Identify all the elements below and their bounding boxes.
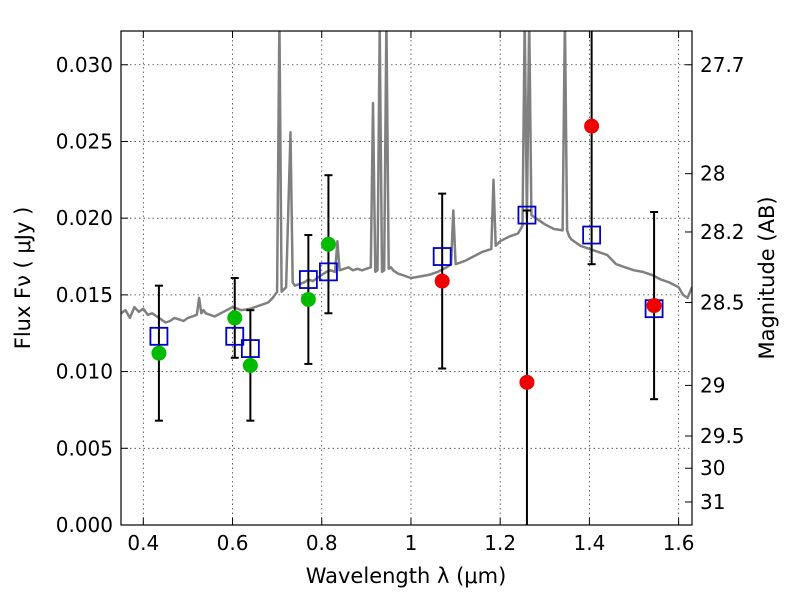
x-tick-label: 0.8	[306, 531, 338, 555]
y-tick-label: 0.000	[56, 513, 113, 537]
observed-circle-marker	[519, 374, 535, 390]
template-spectrum-line	[121, 31, 692, 324]
y-tick-label: 0.010	[56, 360, 113, 384]
observed-circle-marker	[300, 291, 316, 307]
model-square-marker	[240, 339, 260, 358]
x-tick-label: 0.4	[127, 531, 159, 555]
plot-frame	[120, 30, 693, 526]
right-tick-label: 29.5	[700, 424, 745, 448]
model-square-marker	[582, 225, 602, 245]
data-markers	[149, 118, 664, 390]
right-tick-label: 31	[700, 490, 725, 514]
model-square-marker	[149, 326, 169, 346]
template-spectrum	[121, 31, 692, 324]
observed-circle-marker	[434, 273, 450, 289]
right-axis-ticks: 27.7 28 28.2 28.5 29 29.5 30 31	[685, 53, 745, 514]
model-square-marker	[432, 247, 452, 266]
right-tick-label: 30	[700, 456, 725, 480]
x-axis-ticks: 0.4 0.6 0.8 1 1.2 1.4 1.6	[127, 31, 695, 555]
x-tick-label: 1.2	[484, 531, 516, 555]
model-square-marker	[298, 270, 318, 289]
y-tick-label: 0.020	[56, 206, 113, 230]
right-tick-label: 28	[700, 162, 725, 186]
y-tick-label: 0.030	[56, 53, 113, 77]
right-tick-label: 28.2	[700, 220, 745, 244]
y-tick-label: 0.005	[56, 436, 113, 460]
model-square-marker	[319, 262, 338, 282]
observed-circle-marker	[646, 298, 662, 314]
x-tick-label: 1	[405, 531, 418, 555]
observed-circle-marker	[584, 118, 600, 134]
right-tick-label: 28.5	[700, 291, 745, 315]
observed-circle-marker	[242, 357, 258, 373]
x-axis-label: Wavelength λ (μm)	[306, 564, 507, 588]
y-tick-label: 0.025	[56, 129, 113, 153]
x-tick-label: 1.4	[573, 531, 605, 555]
observed-circle-marker	[227, 310, 243, 326]
x-tick-label: 0.6	[217, 531, 249, 555]
observed-circle-marker	[320, 236, 336, 252]
right-tick-label: 29	[700, 373, 725, 397]
right-axis-label: Magnitude (AB)	[755, 196, 779, 359]
y-tick-label: 0.015	[56, 283, 113, 307]
model-square-marker	[225, 326, 245, 346]
right-tick-label: 27.7	[700, 53, 745, 77]
y-axis-ticks: 0.000 0.005 0.010 0.015 0.020 0.025 0.030	[56, 53, 128, 537]
observed-circle-marker	[151, 345, 167, 361]
x-tick-label: 1.6	[663, 531, 695, 555]
model-square-marker	[517, 205, 537, 225]
y-axis-label: Flux Fν ( μJy )	[11, 207, 35, 350]
grid	[121, 31, 692, 526]
